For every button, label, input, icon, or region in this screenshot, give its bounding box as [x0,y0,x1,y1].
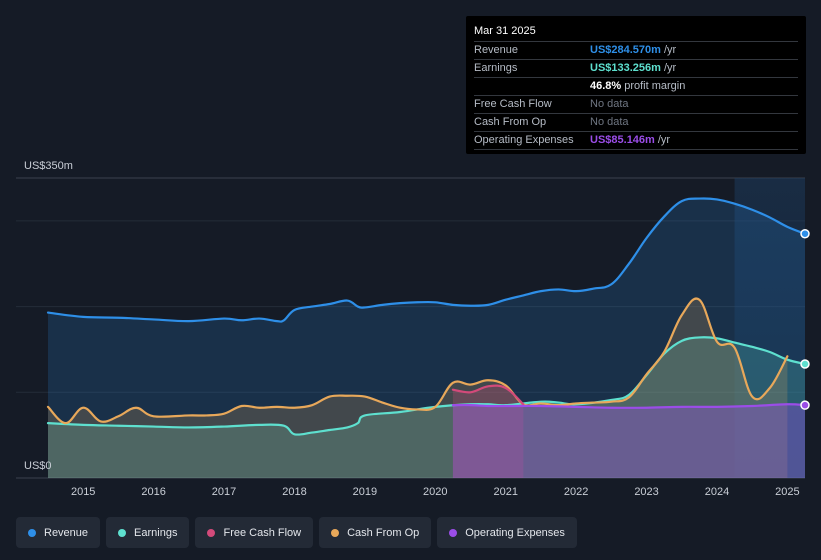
free-cash-flow-line [451,384,525,406]
revenue-end-dot [800,228,810,239]
x-axis-ticks: 2015 2016 2017 2018 2019 2020 2021 2022 2023 2024… [71,486,800,498]
series-end-markers [800,228,810,410]
operating-expenses-line [451,403,807,409]
x-tick-label: 2020 [423,486,447,498]
tooltip-row: Cash From Op No data [474,114,798,132]
tooltip-row-label: Revenue [474,44,519,56]
tooltip-row-label [474,78,590,95]
tooltip-row-unit: profit margin [624,80,686,92]
legend-label: Operating Expenses [465,526,565,539]
legend-item-earnings[interactable]: Earnings [106,517,190,548]
earnings-line [46,336,807,436]
grid-lines [16,177,805,479]
cash-from-op-area [48,298,788,478]
legend-item-revenue[interactable]: Revenue [16,517,101,548]
tooltip-row: Earnings US$133.256m/yr [474,60,798,78]
tooltip-row-value: US$85.146m [590,134,655,146]
x-tick-label: 2023 [634,486,658,498]
legend-dot-icon [331,528,340,537]
legend-label: Revenue [44,526,89,539]
tooltip-row-label: Earnings [474,62,518,74]
y-axis-top-label: US$350m [24,160,73,172]
x-tick-label: 2015 [71,486,95,498]
legend-dot-icon [449,528,458,537]
earnings-end-dot [800,359,810,369]
tooltip-row: Free Cash Flow No data [474,96,798,114]
earnings-area [48,337,805,478]
tooltip-row: 46.8% profit margin [474,78,798,96]
legend-label: Free Cash Flow [223,526,302,539]
x-tick-label: 2022 [564,486,588,498]
tooltip-row: Revenue US$284.570m/yr [474,42,798,60]
operating-expenses-area [452,404,805,478]
tooltip-row-value: US$284.570m [590,44,661,56]
legend-item-free-cash-flow[interactable]: Free Cash Flow [195,517,314,548]
tooltip-row-label: Cash From Op [474,116,547,128]
y-axis-bottom-label: US$0 [24,460,52,472]
legend-label: Earnings [134,526,178,539]
cash-from-op-line [46,297,789,425]
tooltip-row-label: Free Cash Flow [474,98,552,110]
x-tick-label: 2021 [493,486,517,498]
forecast-shade [734,178,805,478]
x-tick-label: 2018 [282,486,306,498]
free-cash-flow-area [452,385,524,478]
tooltip-row-value: 46.8% [590,80,622,92]
legend-label: Cash From Op [347,526,420,539]
tooltip-row-value: No data [590,98,629,110]
x-tick-label: 2019 [353,486,377,498]
x-tick-label: 2017 [212,486,236,498]
tooltip-row-unit: /yr [663,62,677,74]
legend-item-cash-from-op[interactable]: Cash From Op [319,517,432,548]
tooltip-row-unit: /yr [663,44,677,56]
x-tick-label: 2024 [705,486,729,498]
x-tick-label: 2016 [141,486,165,498]
chart-legend: Revenue Earnings Free Cash Flow Cash From O… [16,517,577,548]
tooltip-row-unit: /yr [657,134,671,146]
tooltip-row: Operating Expenses US$85.146m/yr [474,132,798,150]
revenue-line [46,197,807,323]
operating-expenses-end-dot [800,400,810,410]
tooltip-row-value: No data [590,116,629,128]
legend-dot-icon [118,528,127,537]
legend-dot-icon [28,528,36,537]
tooltip-row-label: Operating Expenses [474,134,574,146]
tooltip-date: Mar 31 2025 [474,24,798,42]
legend-item-operating-expenses[interactable]: Operating Expenses [437,517,577,548]
series-lines [46,197,807,436]
legend-dot-icon [207,528,216,537]
tooltip-row-value: US$133.256m [590,62,661,74]
x-tick-label: 2025 [775,486,799,498]
data-tooltip: Mar 31 2025 Revenue US$284.570m/yr Earning… [466,16,806,154]
